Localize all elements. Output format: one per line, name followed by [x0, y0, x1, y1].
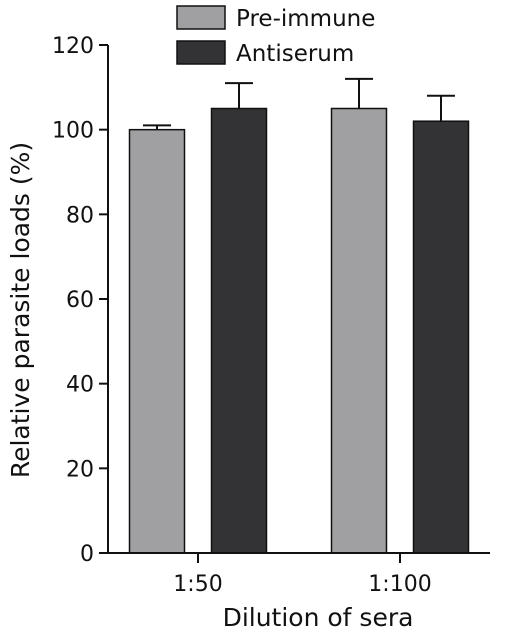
x-axis-title: Dilution of sera — [223, 603, 414, 632]
x-tick-label: 1:100 — [368, 572, 431, 597]
y-tick-label: 100 — [52, 119, 94, 144]
bars — [128, 107, 470, 554]
bar-antiserum-1 — [210, 107, 268, 554]
bar-antiserum-2 — [412, 120, 470, 554]
y-tick-label: 40 — [66, 373, 94, 398]
legend-label-antiserum: Antiserum — [236, 41, 354, 67]
bar-pre-immune-1 — [128, 128, 186, 554]
legend-label-pre-immune: Pre-immune — [236, 6, 375, 32]
x-tick-label: 1:50 — [173, 572, 222, 597]
x-axis-ticks: 1:50 1:100 — [173, 553, 432, 597]
y-tick-label: 80 — [66, 203, 94, 228]
y-axis-ticks: 0 20 40 60 80 100 120 — [52, 34, 108, 567]
y-tick-label: 20 — [66, 457, 94, 482]
y-tick-label: 0 — [80, 542, 94, 567]
y-tick-label: 60 — [66, 288, 94, 313]
error-bars — [143, 77, 455, 130]
bar-pre-immune-2 — [330, 107, 388, 554]
y-axis-title: Relative parasite loads (%) — [6, 142, 35, 478]
legend-swatch-antiserum — [176, 40, 226, 65]
legend: Pre-immune Antiserum — [176, 5, 375, 67]
legend-swatch-pre-immune — [176, 5, 226, 30]
y-tick-label: 120 — [52, 34, 94, 59]
